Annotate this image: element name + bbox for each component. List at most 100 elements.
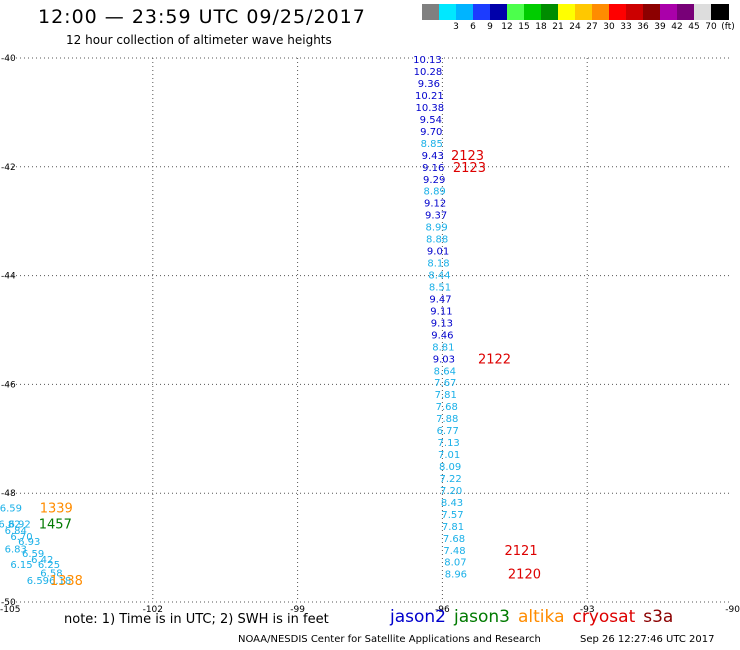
satellite-legend: jason2 jason3 altika cryosat s3a (390, 607, 681, 627)
wave-height-label: 7.57 (441, 510, 463, 521)
wave-height-label: 8.88 (426, 235, 448, 246)
y-tick-label: -42 (1, 163, 16, 173)
x-tick-label: -96 (435, 605, 450, 615)
wave-height-label: 8.81 (432, 342, 454, 353)
color-swatch (592, 4, 610, 20)
wave-height-label: 7.67 (434, 378, 456, 389)
wave-height-label: 8.51 (429, 282, 451, 293)
color-scale-label: 6 (470, 22, 476, 32)
color-swatch (422, 4, 440, 20)
time-marker-label: 2123 (453, 161, 486, 176)
time-marker-label: 2122 (478, 352, 511, 367)
color-swatch (677, 4, 695, 20)
wave-height-label: 10.38 (416, 103, 445, 114)
color-scale-label: 15 (518, 22, 530, 32)
color-swatch (490, 4, 508, 20)
wave-height-label: 9.13 (431, 318, 453, 329)
wave-height-label: 8.09 (439, 462, 461, 473)
wave-height-label: 9.11 (430, 306, 452, 317)
wave-height-label: 6.42 (31, 555, 53, 566)
color-swatch (575, 4, 593, 20)
wave-height-label: 7.13 (438, 438, 460, 449)
wave-height-label: 9.37 (425, 211, 447, 222)
wave-height-label: 9.12 (424, 199, 446, 210)
x-tick-label: -90 (725, 605, 740, 615)
wave-height-label: 9.47 (429, 294, 451, 305)
color-swatch (558, 4, 576, 20)
wave-height-label: 6.77 (437, 426, 459, 437)
x-tick-label: -105 (0, 605, 20, 615)
wave-height-label: 7.48 (443, 546, 465, 557)
time-marker-label: 2123 (451, 149, 484, 164)
chart-subtitle: 12 hour collection of altimeter wave hei… (66, 33, 332, 47)
color-scale-label: 9 (487, 22, 493, 32)
wave-height-label: 6.18 (49, 576, 71, 587)
time-marker-label: 1338 (50, 574, 83, 589)
wave-height-label: 6.70 (10, 532, 32, 543)
color-swatch (626, 4, 644, 20)
color-swatch (473, 4, 491, 20)
wave-height-label: 9.54 (420, 115, 442, 126)
wave-height-label: 10.21 (415, 91, 444, 102)
legend-entry: s3a (643, 607, 674, 627)
color-scale-label: 39 (654, 22, 666, 32)
color-scale-label: 18 (535, 22, 547, 32)
y-tick-label: -46 (1, 380, 16, 390)
wave-height-label: 9.29 (423, 175, 445, 186)
color-scale-label: (ft) (721, 22, 735, 32)
color-swatch (660, 4, 678, 20)
color-swatch (711, 4, 729, 20)
wave-height-label: 6.59 (0, 503, 22, 514)
wave-height-label: 10.13 (413, 55, 442, 66)
wave-height-label: 6.25 (38, 560, 60, 571)
wave-height-label: 6.15 (10, 560, 32, 571)
wave-height-label: 6.59 (22, 549, 44, 560)
wave-height-label: 6.92 (8, 520, 30, 531)
generated-timestamp: Sep 26 12:27:46 UTC 2017 (580, 634, 715, 645)
wave-height-label: 8.96 (445, 570, 467, 581)
color-scale-label: 33 (620, 22, 632, 32)
y-tick-label: -50 (1, 598, 16, 608)
color-swatch (507, 4, 525, 20)
wave-height-label: 6.83 (5, 545, 27, 556)
plot-frame (8, 57, 732, 603)
wave-height-label: 7.20 (440, 486, 462, 497)
x-tick-label: -99 (290, 605, 305, 615)
footer-note: note: 1) Time is in UTC; 2) SWH is in fe… (64, 612, 329, 627)
wave-height-label: 8.64 (434, 366, 456, 377)
wave-height-label: 6.84 (5, 526, 27, 537)
credit-line: NOAA/NESDIS Center for Satellite Applica… (238, 634, 541, 645)
color-scale-label: 27 (586, 22, 598, 32)
wave-height-label: 7.68 (436, 402, 458, 413)
wave-height-label: 6.59 (27, 576, 49, 587)
color-scale-label: 36 (637, 22, 649, 32)
wave-height-label: 9.46 (431, 330, 453, 341)
color-swatch (643, 4, 661, 20)
y-tick-label: -44 (1, 272, 16, 282)
color-swatch (694, 4, 712, 20)
wave-height-label: 9.70 (420, 127, 442, 138)
color-scale-label: 42 (671, 22, 683, 32)
wave-height-label: 6.82 (0, 520, 21, 531)
color-scale-label: 21 (552, 22, 564, 32)
color-swatch (609, 4, 627, 20)
color-swatch (439, 4, 457, 20)
legend-entry: jason2 (390, 607, 446, 627)
wave-height-label: 7.22 (439, 474, 461, 485)
color-scale-label: 45 (688, 22, 700, 32)
time-marker-label: 1457 (39, 518, 72, 533)
wave-height-label: 9.01 (427, 247, 449, 258)
wave-height-label: 8.07 (444, 558, 466, 569)
wave-height-label: 9.36 (418, 79, 440, 90)
wave-height-label: 6.58 (40, 569, 62, 580)
color-swatch (456, 4, 474, 20)
wave-height-label: 8.85 (421, 139, 443, 150)
color-scale-label: 24 (569, 22, 581, 32)
color-scale-label: 12 (501, 22, 513, 32)
wave-height-label: 7.88 (436, 414, 458, 425)
legend-entry: jason3 (454, 607, 510, 627)
wave-height-label: 7.68 (443, 534, 465, 545)
color-swatch (541, 4, 559, 20)
wave-height-label: 9.43 (422, 151, 444, 162)
